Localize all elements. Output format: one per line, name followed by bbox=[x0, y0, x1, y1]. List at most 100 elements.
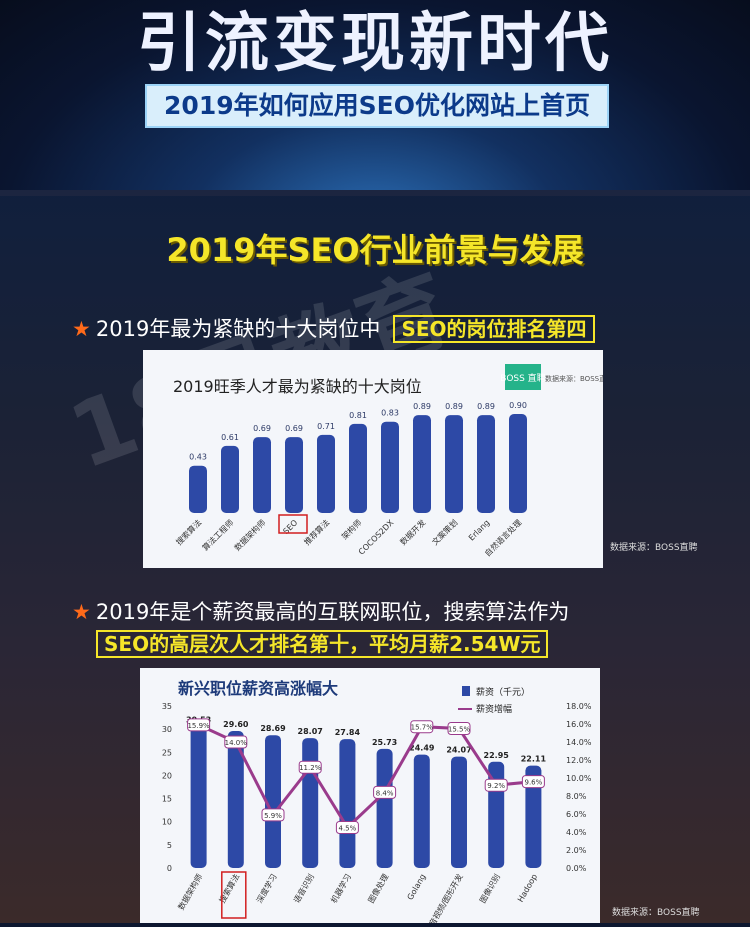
chart-2-highlight-box bbox=[221, 871, 247, 919]
chart-2-bar bbox=[265, 735, 281, 868]
chart-1-bar bbox=[477, 415, 495, 513]
point-2-highlight-row: SEO的高层次人才排名第十，平均月薪2.54W元 bbox=[96, 628, 549, 658]
chart-2-y2-tick: 18.0% bbox=[566, 702, 592, 711]
chart-2-value-label: 28.07 bbox=[298, 727, 323, 736]
divider bbox=[0, 190, 750, 196]
chart-1-value-label: 0.71 bbox=[317, 422, 335, 431]
hero-subtitle: 2019年如何应用SEO优化网站上首页 bbox=[145, 84, 609, 128]
chart-2-category-label: 数据架构师 bbox=[176, 872, 205, 912]
chart-2-y2-tick: 2.0% bbox=[566, 846, 587, 855]
chart-2-y2-tick: 6.0% bbox=[566, 810, 587, 819]
star-icon: ★ bbox=[72, 600, 91, 624]
chart-1-bar bbox=[509, 414, 527, 513]
chart-2-growth-label: 14.0% bbox=[225, 739, 248, 747]
chart-1-value-label: 0.90 bbox=[509, 401, 527, 410]
chart-1-bar bbox=[189, 465, 207, 513]
chart-2-y2-tick: 4.0% bbox=[566, 828, 587, 837]
chart-2-growth-point bbox=[298, 760, 322, 774]
chart-2-growth-label: 4.5% bbox=[339, 825, 357, 833]
chart-1-card: 2019旺季人才最为紧缺的十大岗位 BOSS 直聘 数据来源：BOSS直聘研究院… bbox=[143, 350, 634, 568]
chart-1-category-label: Erlang bbox=[467, 518, 491, 542]
chart-2-y-tick: 20 bbox=[162, 771, 172, 780]
point-2-highlight: SEO的高层次人才排名第十，平均月薪2.54W元 bbox=[96, 630, 549, 658]
chart-2-growth-point bbox=[410, 720, 434, 734]
chart-2-category-label: 机器学习 bbox=[328, 872, 353, 905]
chart-1-bar bbox=[317, 434, 335, 513]
point-2-text: 2019年是个薪资最高的互联网职位，搜索算法作为 bbox=[95, 600, 570, 624]
point-2: ★ 2019年是个薪资最高的互联网职位，搜索算法作为 bbox=[72, 596, 569, 626]
chart-2-y2-tick: 0.0% bbox=[566, 864, 587, 873]
legend-line-label: 薪资增幅 bbox=[476, 703, 512, 715]
chart-1-value-label: 0.69 bbox=[253, 424, 271, 433]
chart-1-value-label: 0.83 bbox=[381, 409, 399, 418]
source-2: 数据来源：BOSS直聘 bbox=[612, 908, 700, 918]
chart-2-category-label: 深度学习 bbox=[254, 872, 279, 905]
chart-2-growth-label: 15.5% bbox=[448, 726, 471, 734]
chart-2-growth-point bbox=[484, 778, 508, 792]
chart-2-bar bbox=[451, 756, 467, 868]
chart-2-value-label: 27.84 bbox=[335, 728, 361, 737]
chart-2-growth-point bbox=[224, 735, 248, 749]
chart-2-card: 新兴职位薪资高涨幅大 薪资（千元） 薪资增幅 0 5 10 15 20 25 30 35 0.0… bbox=[140, 668, 600, 927]
chart-2-growth-point bbox=[447, 722, 471, 735]
chart-2-value-label: 24.49 bbox=[409, 744, 435, 753]
chart-2-bar bbox=[302, 738, 319, 868]
chart-2-y-tick: 0 bbox=[167, 864, 172, 873]
point-1-highlight: SEO的岗位排名第四 bbox=[393, 315, 595, 343]
chart-2-y2-tick: 14.0% bbox=[566, 738, 592, 747]
chart-2-y2-tick: 12.0% bbox=[566, 756, 592, 765]
point-1: ★ 2019年最为紧缺的十大岗位中 SEO的岗位排名第四 bbox=[72, 313, 595, 343]
chart-2-y-tick: 30 bbox=[162, 725, 172, 734]
chart-2-value-label: 22.11 bbox=[521, 755, 547, 764]
chart-2-bar bbox=[376, 748, 393, 868]
chart-1-value-label: 0.69 bbox=[285, 424, 303, 433]
chart-2-growth-label: 15.7% bbox=[411, 724, 434, 732]
chart-1-category-label: 数据开发 bbox=[398, 517, 428, 547]
chart-2-growth-label: 9.6% bbox=[525, 779, 543, 787]
chart-2-category-label: 搜索算法 bbox=[217, 872, 242, 905]
chart-1-category-label: 搜索算法 bbox=[174, 517, 204, 547]
chart-1-value-label: 0.89 bbox=[477, 402, 495, 411]
chart-2-y-tick: 35 bbox=[162, 702, 172, 711]
chart-1-category-label: 架构师 bbox=[339, 517, 363, 541]
star-icon: ★ bbox=[72, 317, 91, 341]
chart-2-y-tick: 10 bbox=[162, 818, 172, 827]
chart-2-growth-label: 5.9% bbox=[264, 812, 282, 820]
chart-2-value-label: 22.95 bbox=[484, 751, 510, 760]
chart-2-y-tick: 15 bbox=[162, 795, 172, 804]
chart-2-category-label: 图像处理 bbox=[366, 872, 391, 905]
hero-title: 引流变现新时代 bbox=[137, 7, 613, 81]
chart-1-bar bbox=[381, 421, 399, 513]
chart-1-bar bbox=[221, 445, 239, 513]
chart-1-value-label: 0.43 bbox=[189, 453, 207, 462]
source-1: 数据来源：BOSS直聘 bbox=[610, 543, 698, 553]
chart-2-y-tick: 5 bbox=[167, 841, 172, 850]
chart-2-category-label: 图像识别 bbox=[477, 872, 502, 905]
chart-1-bar bbox=[253, 437, 271, 513]
chart-2-y2-tick: 8.0% bbox=[566, 792, 587, 801]
chart-1-value-label: 0.89 bbox=[413, 402, 431, 411]
chart-2-y2-tick: 16.0% bbox=[566, 720, 592, 729]
chart-2-growth-point bbox=[335, 821, 359, 834]
chart-2-growth-label: 15.9% bbox=[187, 722, 210, 730]
chart-1-bar bbox=[285, 437, 303, 513]
chart-2-category-label: Hadoop bbox=[516, 873, 539, 904]
chart-2: 新兴职位薪资高涨幅大 薪资（千元） 薪资增幅 0 5 10 15 20 25 30 35 0.0… bbox=[162, 679, 592, 927]
chart-1-bar bbox=[349, 423, 367, 513]
chart-1-category-label: 文案策划 bbox=[430, 517, 460, 547]
chart-2-value-label: 28.69 bbox=[260, 724, 286, 733]
chart-2-growth-label: 9.2% bbox=[487, 782, 505, 790]
chart-2-value-label: 25.73 bbox=[372, 738, 397, 747]
chart-2-growth-point bbox=[187, 718, 211, 732]
chart-1-value-label: 0.81 bbox=[349, 411, 367, 420]
chart-2-value-label: 24.07 bbox=[446, 746, 471, 755]
legend-bar-swatch bbox=[462, 686, 470, 696]
chart-2-growth-label: 8.4% bbox=[376, 789, 394, 797]
chart-2-bar bbox=[339, 739, 356, 868]
chart-2-category-label: 音视频/图形开发 bbox=[427, 872, 465, 923]
chart-1-badge: BOSS 直聘 bbox=[500, 372, 545, 384]
chart-2-growth-line bbox=[197, 723, 534, 830]
chart-2-bar bbox=[227, 730, 244, 868]
chart-2-value-label: 29.60 bbox=[223, 720, 249, 729]
section-title: 2019年SEO行业前景与发展 bbox=[166, 231, 584, 269]
